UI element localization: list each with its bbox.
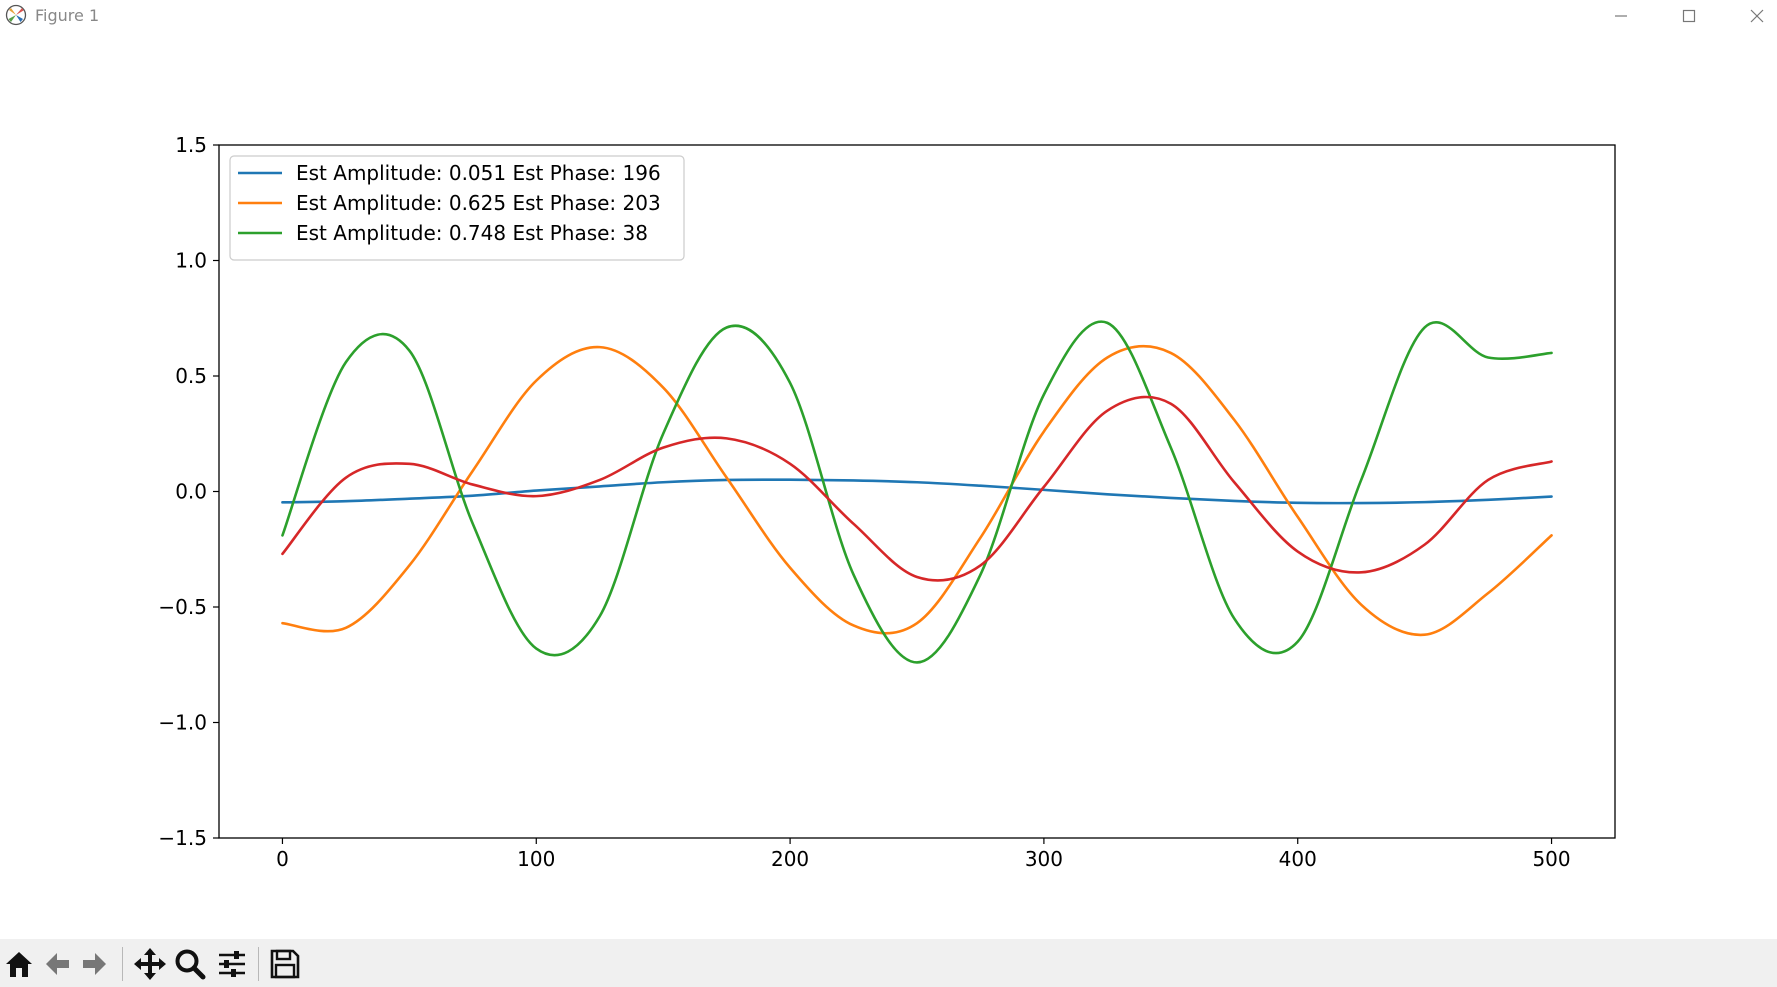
window-title: Figure 1: [35, 6, 100, 25]
zoom-button[interactable]: [171, 945, 209, 983]
y-tick-label: −1.0: [158, 711, 207, 735]
series-line-3: [281, 320, 1553, 664]
matplotlib-icon: [5, 4, 27, 26]
title-bar[interactable]: Figure 1: [0, 0, 1777, 32]
x-tick-label: 400: [1279, 847, 1317, 871]
y-tick-label: 0.0: [175, 480, 207, 504]
x-tick-label: 500: [1532, 847, 1570, 871]
legend-box: [229, 155, 685, 261]
save-button[interactable]: [266, 945, 304, 983]
close-icon: [1750, 9, 1764, 23]
pan-button[interactable]: [131, 945, 169, 983]
back-button[interactable]: [38, 945, 76, 983]
series-line-2: [281, 344, 1553, 637]
forward-button[interactable]: [76, 945, 114, 983]
sliders-icon: [219, 951, 245, 977]
figure-canvas[interactable]: 0 100 200 300 400 500 −1.5 −1.0 −0.5 0.0 0.5 1.0 1.5…: [0, 32, 1777, 939]
magnifier-icon: [175, 949, 206, 980]
legend-label: Est Amplitude: 0.625 Est Phase: 203: [296, 191, 661, 215]
arrow-right-icon: [83, 953, 106, 975]
x-tick-label: 100: [517, 847, 555, 871]
y-tick-label: 0.5: [175, 364, 207, 388]
x-tick-label: 200: [771, 847, 809, 871]
series-line-1: [281, 478, 1553, 505]
maximize-icon: [1682, 9, 1696, 23]
series-line-4: [281, 395, 1553, 582]
legend-label: Est Amplitude: 0.748 Est Phase: 38: [296, 221, 648, 245]
toolbar-separator: [122, 947, 123, 981]
move-icon: [134, 948, 166, 980]
x-tick-label: 0: [276, 847, 289, 871]
home-icon: [6, 952, 32, 977]
arrow-left-icon: [46, 953, 69, 975]
x-tick-label: 300: [1025, 847, 1063, 871]
toolbar-separator: [258, 947, 259, 981]
floppy-disk-icon: [270, 949, 300, 979]
maximize-button[interactable]: [1661, 0, 1717, 32]
minimize-icon: [1615, 15, 1627, 17]
configure-subplots-button[interactable]: [213, 945, 251, 983]
close-button[interactable]: [1729, 0, 1777, 32]
y-tick-label: 1.0: [175, 249, 207, 273]
minimize-button[interactable]: [1593, 0, 1649, 32]
legend-label: Est Amplitude: 0.051 Est Phase: 196: [296, 161, 661, 185]
line-chart[interactable]: 0 100 200 300 400 500 −1.5 −1.0 −0.5 0.0 0.5 1.0 1.5…: [0, 32, 1777, 939]
navigation-toolbar: [0, 939, 1777, 987]
home-button[interactable]: [0, 945, 38, 983]
y-tick-label: −0.5: [158, 595, 207, 619]
y-tick-label: 1.5: [175, 133, 207, 157]
y-tick-label: −1.5: [158, 826, 207, 850]
